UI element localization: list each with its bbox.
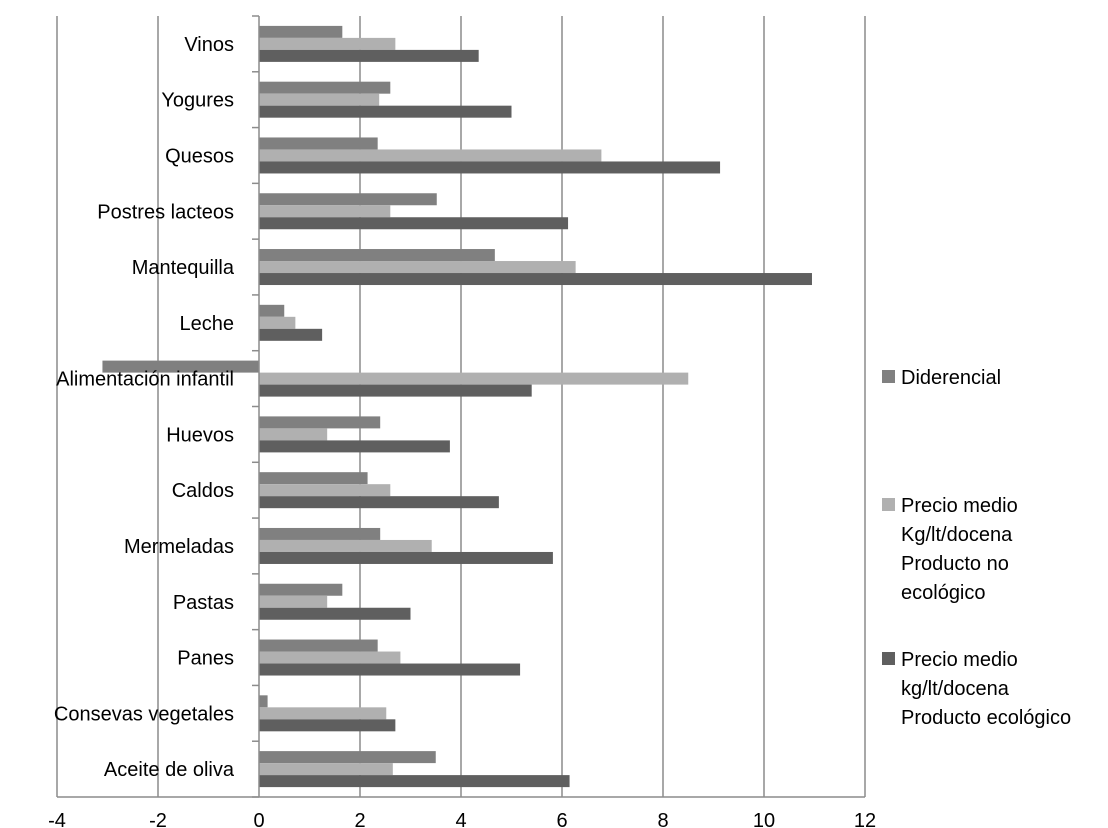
x-tick-label: 6 (556, 810, 567, 828)
bar (259, 775, 570, 788)
bar (259, 273, 812, 286)
legend-label: Producto no (901, 553, 1009, 575)
legend-swatch (882, 498, 895, 511)
legend-swatch (882, 652, 895, 665)
axes (57, 15, 865, 798)
bar (259, 707, 387, 720)
category-label: Yogures (161, 90, 234, 112)
category-label: Caldos (172, 480, 234, 502)
x-tick-label: 4 (455, 810, 466, 828)
bar (259, 93, 380, 106)
bar (259, 25, 343, 38)
category-label: Postres lacteos (97, 201, 234, 223)
category-label: Vinos (184, 34, 234, 56)
bar (259, 428, 328, 441)
bars (102, 25, 812, 788)
legend-label: Precio medio (901, 649, 1018, 671)
bar (259, 440, 450, 453)
bar (259, 651, 401, 664)
bar (259, 663, 521, 676)
gridlines (56, 16, 866, 797)
bar (259, 205, 391, 218)
bar (259, 316, 296, 329)
legend-label: Diderencial (901, 367, 1001, 389)
bar (259, 527, 381, 540)
bar (259, 81, 391, 94)
bar (259, 328, 323, 341)
bar (259, 551, 553, 564)
bar (259, 607, 411, 620)
legend: Diderencial Precio medio Kg/lt/docena Produ… (882, 367, 1071, 729)
category-label: Mermeladas (124, 536, 234, 558)
category-label: Panes (177, 648, 234, 670)
bar (259, 193, 437, 206)
bar (259, 304, 285, 317)
bar (259, 161, 721, 174)
x-tick-label: 12 (854, 810, 876, 828)
bar (259, 384, 532, 397)
category-label: Consevas vegetales (54, 703, 234, 725)
bar (259, 639, 378, 652)
bar (259, 249, 495, 262)
bar (259, 217, 569, 230)
bar (259, 496, 499, 509)
bar (259, 49, 479, 62)
bar (259, 372, 689, 385)
x-tick-labels: -4 -2 0 2 4 6 8 10 12 (48, 810, 876, 828)
category-label: Huevos (166, 424, 234, 446)
bar (259, 583, 343, 596)
category-labels: Vinos Yogures Quesos Postres lacteos Mantequ… (54, 34, 235, 781)
bar (259, 472, 368, 485)
bar (259, 751, 436, 764)
legend-label: Producto ecológico (901, 707, 1071, 729)
bar (259, 695, 268, 708)
bar (259, 37, 396, 50)
category-label: Pastas (173, 592, 234, 614)
category-label: Leche (180, 313, 235, 335)
bar (259, 137, 378, 150)
bar (259, 416, 381, 429)
x-tick-label: -4 (48, 810, 66, 828)
legend-label: Precio medio (901, 495, 1018, 517)
category-label: Alimentación infantil (56, 369, 234, 391)
bar (259, 149, 602, 162)
x-tick-label: 8 (657, 810, 668, 828)
x-tick-label: 2 (354, 810, 365, 828)
legend-label: Kg/lt/docena (901, 524, 1013, 546)
category-label: Quesos (165, 145, 234, 167)
x-tick-label: 10 (753, 810, 775, 828)
bar (259, 595, 328, 608)
legend-label: ecológico (901, 582, 986, 604)
legend-label: kg/lt/docena (901, 678, 1010, 700)
bar (259, 261, 576, 274)
bar (102, 360, 259, 373)
bar (259, 539, 432, 552)
category-label: Mantequilla (132, 257, 235, 279)
category-label: Aceite de oliva (104, 759, 235, 781)
x-tick-label: -2 (149, 810, 167, 828)
bar (259, 763, 393, 776)
bar (259, 105, 512, 118)
x-tick-label: 0 (253, 810, 264, 828)
bar (259, 484, 391, 497)
bar (259, 719, 396, 732)
legend-swatch (882, 370, 895, 383)
